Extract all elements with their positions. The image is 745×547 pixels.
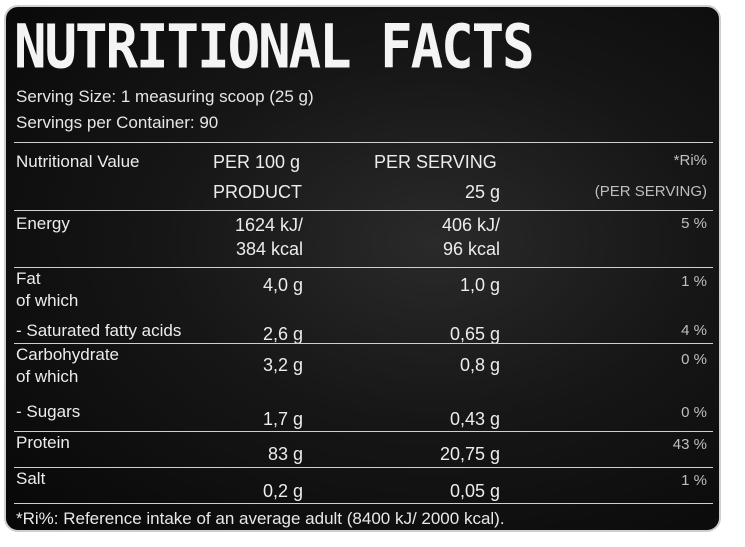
table-row: Fat of which 4,0 g 1,0 g 1 % - Saturated… bbox=[14, 267, 713, 344]
serving-value: 0,05 g bbox=[449, 481, 500, 501]
per100-value: 384 kcal bbox=[235, 239, 303, 259]
table-row: Protein 83 g 20,75 g 43 % bbox=[14, 431, 713, 468]
row-sublabel: of which bbox=[16, 291, 79, 310]
table-row: Energy 1624 kJ/ 384 kcal 406 kJ/ 96 kcal… bbox=[14, 210, 713, 268]
per100-value: 0,2 g bbox=[262, 481, 303, 501]
header-nutritional-value: Nutritional Value bbox=[16, 152, 140, 171]
table-header-row: Nutritional Value PER 100 g PRODUCT PER … bbox=[14, 142, 713, 211]
per100-value: 3,2 g bbox=[262, 355, 303, 375]
table-bottom-divider bbox=[14, 503, 713, 504]
header-ri: *Ri% bbox=[673, 152, 707, 169]
row-label: Carbohydrate bbox=[16, 345, 120, 364]
ri-value: 5 % bbox=[681, 215, 707, 232]
table-row: Carbohydrate of which 3,2 g 0,8 g 0 % - … bbox=[14, 343, 713, 432]
header-ri-per-serving: (PER SERVING) bbox=[594, 183, 707, 200]
serving-value: 0,8 g bbox=[459, 355, 500, 375]
ri-value: 0 % bbox=[681, 351, 707, 368]
header-serving-size: 25 g bbox=[464, 182, 500, 202]
row-label: - Sugars bbox=[16, 402, 81, 421]
row-label: Fat bbox=[16, 269, 41, 288]
serving-value: 0,43 g bbox=[449, 409, 500, 429]
ri-value: 1 % bbox=[681, 472, 707, 489]
per100-value: 1624 kJ/ bbox=[234, 215, 303, 235]
per100-value: 4,0 g bbox=[262, 275, 303, 295]
row-label: Energy bbox=[16, 214, 70, 233]
serving-size: Serving Size: 1 measuring scoop (25 g) bbox=[16, 87, 314, 106]
header-product: PRODUCT bbox=[213, 182, 302, 202]
footnote: *Ri%: Reference intake of an average adu… bbox=[16, 509, 505, 528]
serving-value: 96 kcal bbox=[442, 239, 500, 259]
row-label: Salt bbox=[16, 469, 46, 488]
header-per-serving: PER SERVING bbox=[374, 152, 497, 172]
per100-value: 2,6 g bbox=[262, 324, 303, 344]
servings-per-container: Servings per Container: 90 bbox=[16, 113, 219, 132]
row-sublabel: of which bbox=[16, 367, 79, 386]
row-label: Protein bbox=[16, 433, 70, 452]
row-label: - Saturated fatty acids bbox=[16, 321, 182, 340]
nutrition-label-panel: NUTRITIONAL FACTS Serving Size: 1 measur… bbox=[4, 5, 721, 532]
per100-value: 1,7 g bbox=[262, 409, 303, 429]
ri-value: 0 % bbox=[681, 404, 707, 421]
serving-value: 406 kJ/ bbox=[441, 215, 500, 235]
serving-value: 20,75 g bbox=[439, 444, 500, 464]
per100-value: 83 g bbox=[267, 444, 303, 464]
header-per-100g: PER 100 g bbox=[213, 152, 301, 172]
serving-value: 0,65 g bbox=[449, 324, 500, 344]
serving-value: 1,0 g bbox=[459, 275, 500, 295]
table-row: Salt 0,2 g 0,05 g 1 % bbox=[14, 467, 713, 504]
ri-value: 4 % bbox=[681, 322, 707, 339]
label-title: NUTRITIONAL FACTS bbox=[14, 11, 535, 82]
ri-value: 43 % bbox=[672, 436, 707, 453]
ri-value: 1 % bbox=[681, 273, 707, 290]
